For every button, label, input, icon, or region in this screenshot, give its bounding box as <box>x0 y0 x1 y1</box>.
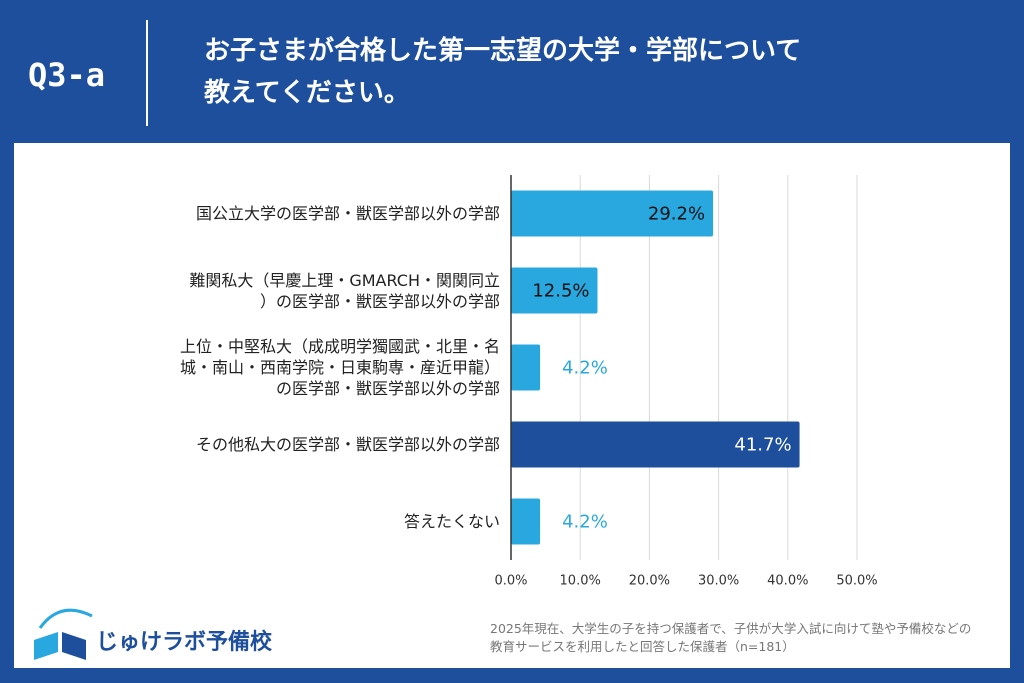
x-tick-label: 50.0% <box>836 574 877 589</box>
x-tick-label: 0.0% <box>494 574 527 589</box>
bar <box>511 267 598 314</box>
value-label: 12.5% <box>532 281 589 302</box>
divider <box>146 20 148 126</box>
logo-text: じゅけラボ予備校 <box>96 630 273 655</box>
bar <box>511 190 714 237</box>
category-label: 難関私大（早慶上理・GMARCH・関関同立 ）の医学部・獣医学部以外の学部 <box>189 270 500 311</box>
category-label: その他私大の医学部・獣医学部以外の学部 <box>195 435 500 454</box>
category-label: 上位・中堅私大（成成明学獨國武・北里・名 城・南山・西南学院・日東駒専・産近甲龍… <box>179 337 500 398</box>
bar <box>511 421 800 468</box>
value-label: 41.7% <box>734 435 791 456</box>
x-tick-label: 10.0% <box>560 574 601 589</box>
value-label: 4.2% <box>562 358 608 379</box>
logo-icon <box>34 608 93 660</box>
value-label: 29.2% <box>648 204 705 225</box>
category-label: 答えたくない <box>403 512 500 531</box>
x-tick-label: 40.0% <box>767 574 808 589</box>
x-tick-label: 30.0% <box>698 574 739 589</box>
bar <box>511 498 541 545</box>
x-tick-label: 20.0% <box>629 574 670 589</box>
bar <box>511 344 541 391</box>
category-label: 国公立大学の医学部・獣医学部以外の学部 <box>195 204 500 223</box>
question-label: Q3-a <box>28 56 106 94</box>
title: お子さまが合格した第一志望の大学・学部について 教えてください。 <box>204 36 802 108</box>
footnote: 2025年現在、大学生の子を持つ保護者で、子供が大学入試に向けて塾や予備校などの… <box>490 621 972 654</box>
value-label: 4.2% <box>562 512 608 533</box>
